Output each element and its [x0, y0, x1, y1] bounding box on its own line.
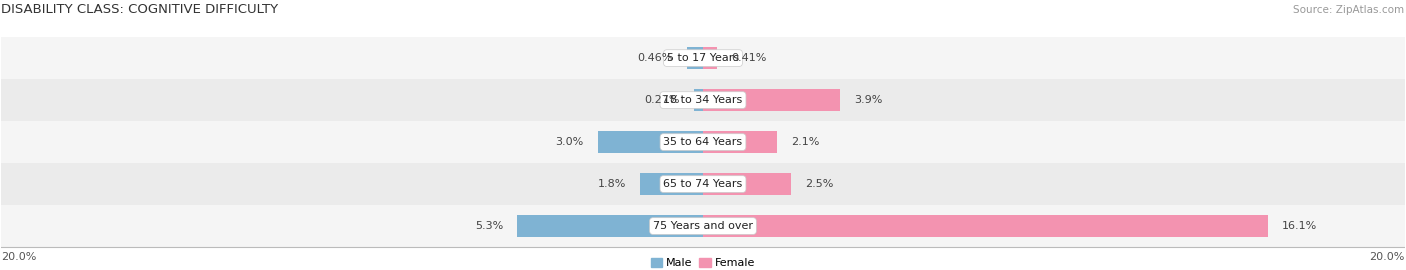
Text: 0.27%: 0.27% [644, 95, 679, 105]
Bar [703, 47, 717, 69]
Text: 16.1%: 16.1% [1282, 221, 1317, 231]
Text: 3.0%: 3.0% [555, 137, 583, 147]
Text: 2.1%: 2.1% [790, 137, 820, 147]
Text: 18 to 34 Years: 18 to 34 Years [664, 95, 742, 105]
Bar [703, 173, 790, 195]
Bar [1, 205, 1405, 247]
Bar [598, 131, 703, 153]
Text: 0.41%: 0.41% [731, 53, 766, 63]
Text: 5 to 17 Years: 5 to 17 Years [666, 53, 740, 63]
Text: 5.3%: 5.3% [475, 221, 503, 231]
Legend: Male, Female: Male, Female [647, 253, 759, 270]
Text: 20.0%: 20.0% [1369, 252, 1405, 262]
Bar [1, 163, 1405, 205]
Bar [1, 79, 1405, 121]
Text: 3.9%: 3.9% [853, 95, 882, 105]
Bar [640, 173, 703, 195]
Text: 75 Years and over: 75 Years and over [652, 221, 754, 231]
Bar [1, 121, 1405, 163]
Text: 35 to 64 Years: 35 to 64 Years [664, 137, 742, 147]
Bar [688, 47, 703, 69]
Text: Source: ZipAtlas.com: Source: ZipAtlas.com [1294, 5, 1405, 15]
Text: 2.5%: 2.5% [804, 179, 834, 189]
Text: 0.46%: 0.46% [637, 53, 673, 63]
Bar [517, 215, 703, 237]
Text: 65 to 74 Years: 65 to 74 Years [664, 179, 742, 189]
Bar [703, 131, 776, 153]
Bar [703, 89, 839, 111]
Text: DISABILITY CLASS: COGNITIVE DIFFICULTY: DISABILITY CLASS: COGNITIVE DIFFICULTY [1, 3, 278, 16]
Bar [703, 215, 1268, 237]
Bar [1, 37, 1405, 79]
Text: 20.0%: 20.0% [1, 252, 37, 262]
Bar [693, 89, 703, 111]
Text: 1.8%: 1.8% [598, 179, 626, 189]
